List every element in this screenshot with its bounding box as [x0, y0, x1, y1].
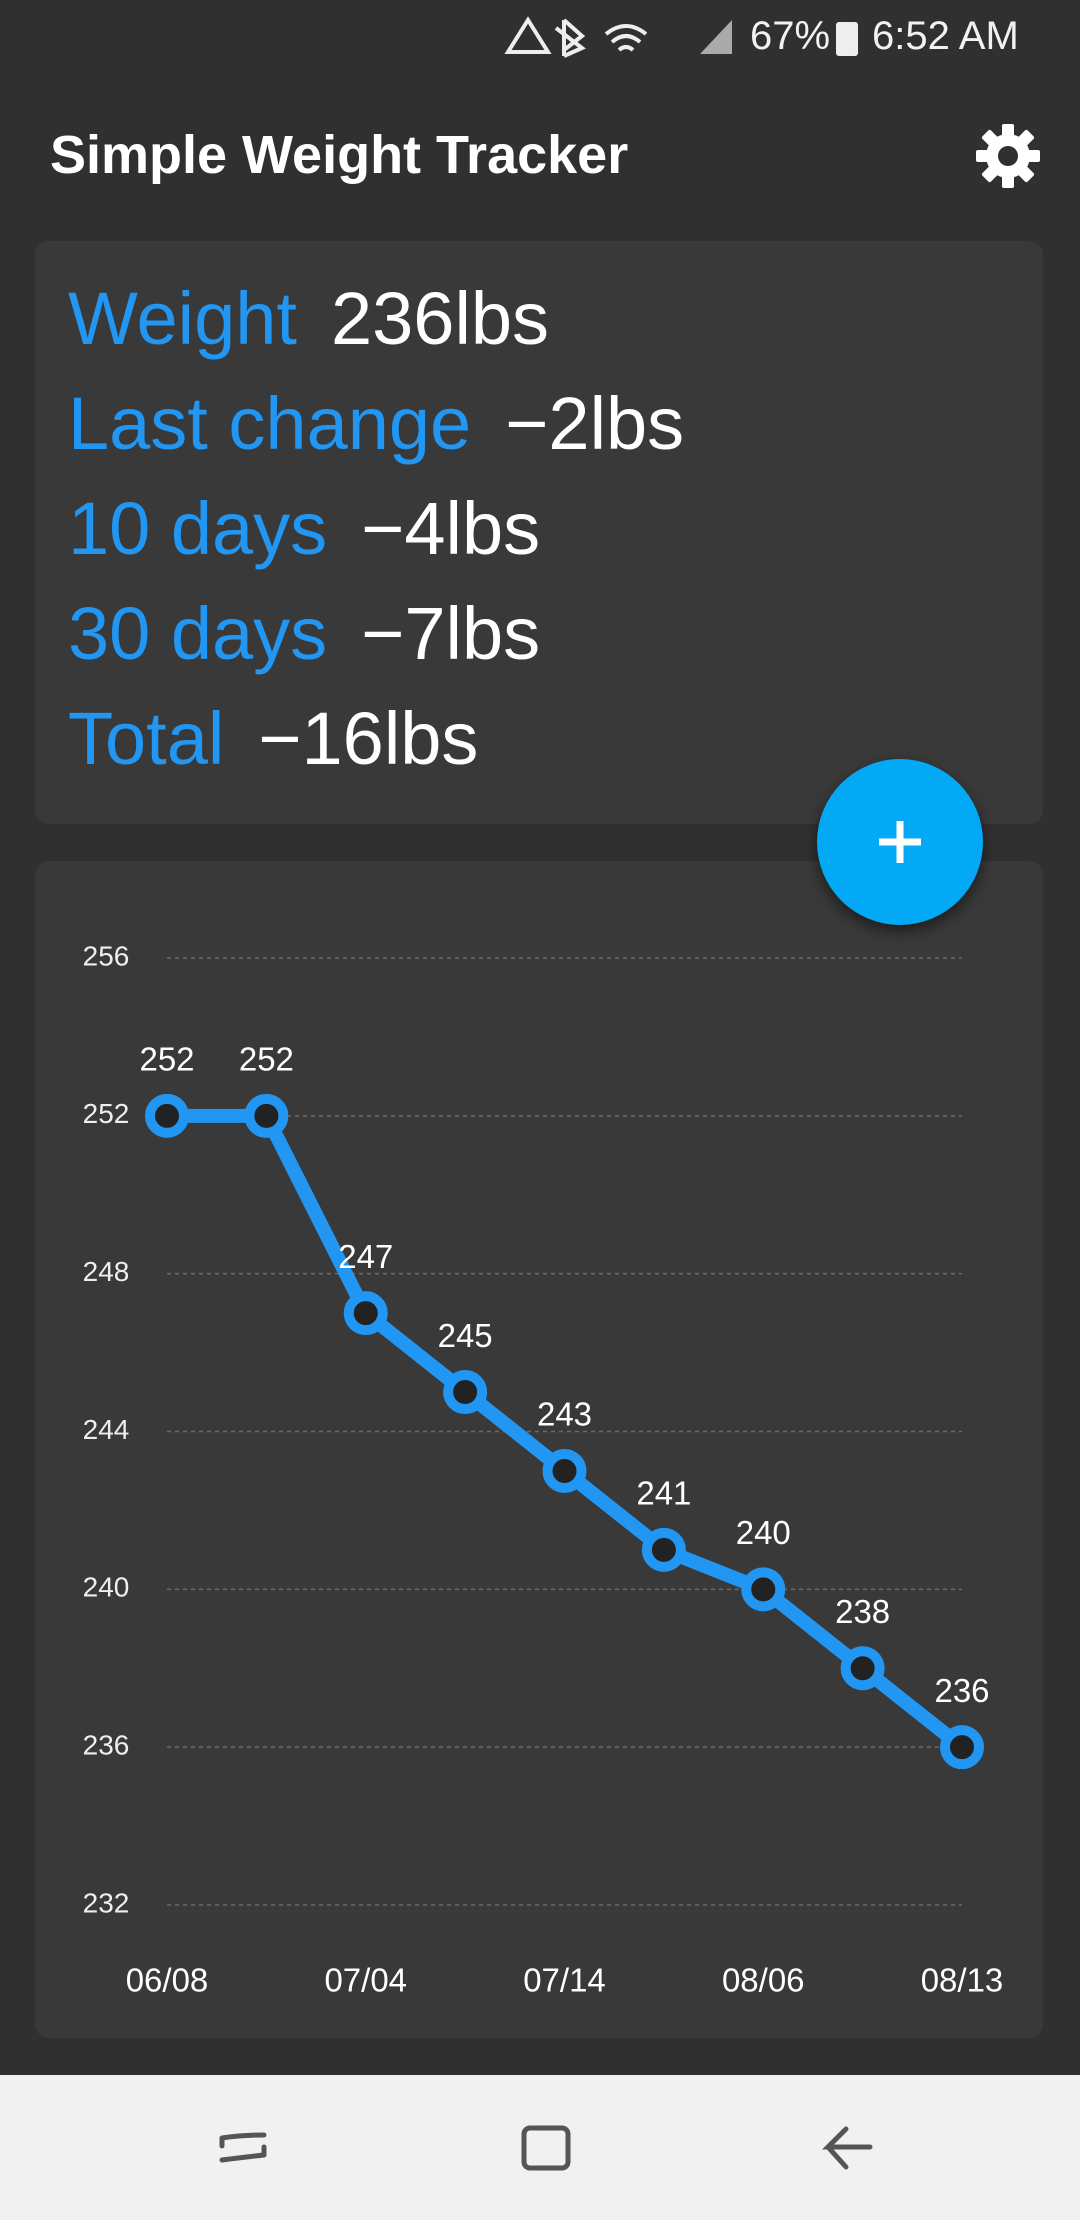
clock: 6:52 AM	[872, 14, 1019, 58]
stat-value: −4lbs	[361, 487, 541, 570]
stat-row: Total −16lbs	[68, 696, 478, 781]
stat-label: Last change	[68, 382, 472, 465]
stat-label: 10 days	[68, 487, 328, 570]
stat-value: −2lbs	[505, 382, 685, 465]
settings-button[interactable]	[973, 121, 1043, 191]
stat-row: 30 days −7lbs	[68, 591, 540, 676]
status-icons	[504, 16, 858, 58]
stat-label: 30 days	[68, 592, 328, 675]
signal-icon	[700, 20, 732, 54]
chart-card	[35, 861, 1043, 2038]
add-entry-button[interactable]	[817, 759, 983, 925]
stats-card: Weight 236lbs Last change −2lbs 10 days −4lbs…	[35, 241, 1043, 824]
stat-row: Last change −2lbs	[68, 381, 684, 466]
navigation-bar	[0, 2075, 1080, 2220]
data-saver-icon	[504, 16, 552, 54]
battery-icon	[836, 22, 858, 56]
battery-text: 67%	[750, 14, 831, 58]
home-button[interactable]	[521, 2125, 571, 2171]
stat-label: Weight	[68, 277, 297, 360]
stat-row: Weight 236lbs	[68, 276, 549, 361]
status-bar: 67% 6:52 AM	[0, 0, 1080, 78]
stat-value: −16lbs	[258, 697, 479, 780]
nav-icons	[219, 2125, 873, 2171]
plus-icon	[879, 821, 921, 863]
stat-row: 10 days −4lbs	[68, 486, 540, 571]
stat-value: −7lbs	[361, 592, 541, 675]
wifi-icon	[604, 24, 648, 52]
app-title: Simple Weight Tracker	[50, 125, 629, 185]
back-button[interactable]	[821, 2126, 873, 2170]
stat-label: Total	[68, 697, 225, 780]
bluetooth-icon	[554, 18, 586, 58]
stat-value: 236lbs	[330, 277, 550, 360]
recents-button[interactable]	[219, 2132, 267, 2163]
